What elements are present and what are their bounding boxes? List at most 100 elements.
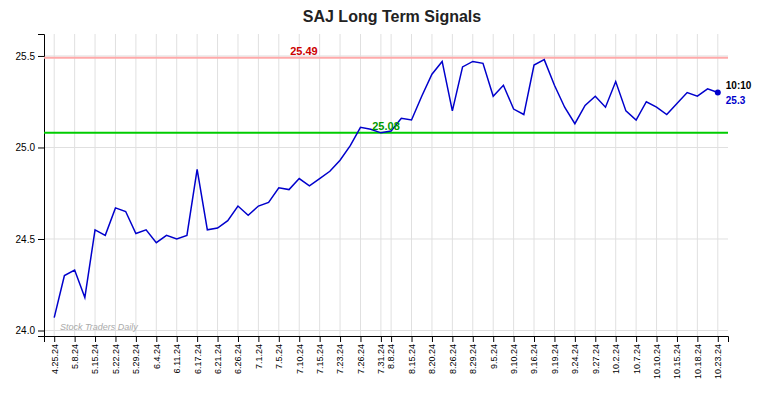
tick-mark [299,336,300,342]
grid-line [156,34,157,336]
grid-line [676,34,677,336]
tick-mark [616,336,617,342]
grid-line [380,34,381,336]
tick-label: 6.26.24 [233,344,243,374]
grid-line [656,34,657,336]
marks [44,58,728,318]
x-tick: 4.25.24 [50,336,60,374]
grid-line [319,34,320,336]
grid-line [44,55,728,56]
grid-line [431,34,432,336]
tick-label: 9.10.24 [509,344,519,374]
tick-label: 5.8.24 [70,344,80,369]
tick-mark [38,147,44,148]
tick-label: 7.5.24 [274,344,284,369]
grid-line [278,34,279,336]
tick-label: 5.29.24 [131,344,141,374]
grid-line [95,34,96,336]
tick-mark [473,336,474,342]
tick-mark [320,336,321,342]
x-tick: 6.11.24 [172,336,182,373]
tick-mark [218,336,219,342]
grid-line [258,34,259,336]
tick-label: 8.26.24 [448,344,458,374]
tick-mark [636,336,637,342]
tick-label: 7.10.24 [295,344,305,374]
axis-line [45,337,729,343]
tick-mark [657,336,658,342]
tick-label: 4.25.24 [50,344,60,374]
tick-mark [595,336,596,342]
x-tick: 6.4.24 [152,336,162,369]
grid-line [493,34,494,336]
tick-label: 6.17.24 [193,344,203,374]
tick-label: 9.19.24 [550,344,560,374]
x-tick: 5.29.24 [131,336,141,374]
x-tick: 7.31.24 [376,336,386,374]
tick-label: 8.8.24 [386,344,396,369]
tick-label: 6.4.24 [152,344,162,369]
x-tick: 7.10.24 [295,336,305,374]
grid-line [299,34,300,336]
grid-line [115,34,116,336]
grid-line [534,34,535,336]
tick-label: 7.26.24 [356,344,366,374]
tick-mark [197,336,198,342]
x-tick: 8.8.24 [386,336,396,369]
grid [44,34,728,336]
tick-label: 7.31.24 [376,344,386,374]
chart: SAJ Long Term Signals24.024.525.025.54.2… [0,0,784,398]
x-tick: 6.21.24 [213,336,223,374]
tick-mark [340,336,341,342]
grid-line [217,34,218,336]
grid-line [574,34,575,336]
grid-line [615,34,616,336]
tick-label: 10.10.24 [652,344,662,379]
tick-mark [493,336,494,342]
y-tick: 24.5 [16,234,44,245]
x-tick: 10.15.24 [672,336,682,379]
tick-mark [115,336,116,342]
tick-mark [136,336,137,342]
axis-line [38,35,45,337]
x-tick: 9.24.24 [570,336,580,374]
grid-line [391,34,392,336]
tick-mark [391,336,392,342]
reference-line [44,57,728,59]
tick-mark [514,336,515,342]
labels: 25.4925.0810:1025.3Stock Traders Daily [60,45,752,332]
reference-label: 25.08 [372,120,400,132]
grid-line [411,34,412,336]
tick-label: 8.15.24 [407,344,417,374]
x-tick: 8.29.24 [468,336,478,374]
tick-label: 9.16.24 [529,344,539,374]
tick-label: 9.5.24 [489,344,499,369]
tick-label: 6.21.24 [213,344,223,374]
x-tick: 8.26.24 [448,336,458,374]
tick-mark [95,336,96,342]
tick-label: 9.24.24 [570,344,580,374]
x-tick: 5.22.24 [111,336,121,374]
grid-line [44,238,728,239]
x-tick: 7.1.24 [254,336,264,369]
grid-line [697,34,698,336]
x-tick: 5.15.24 [90,336,100,374]
reference-label: 25.49 [290,45,318,57]
tick-mark [38,331,44,332]
tick-label: 9.27.24 [591,344,601,374]
tick-mark [75,336,76,342]
x-tick: 5.8.24 [70,336,80,369]
tick-mark [279,336,280,342]
x-tick: 9.19.24 [550,336,560,374]
tick-mark [258,336,259,342]
grid-line [472,34,473,336]
grid-line [452,34,453,336]
x-tick: 6.17.24 [193,336,203,374]
tick-label: 7.1.24 [254,344,264,369]
grid-line [595,34,596,336]
x-tick: 10.23.24 [713,336,723,379]
tick-label: 8.29.24 [468,344,478,374]
x-tick: 9.10.24 [509,336,519,374]
x-tick: 9.5.24 [489,336,499,369]
tick-mark [534,336,535,342]
